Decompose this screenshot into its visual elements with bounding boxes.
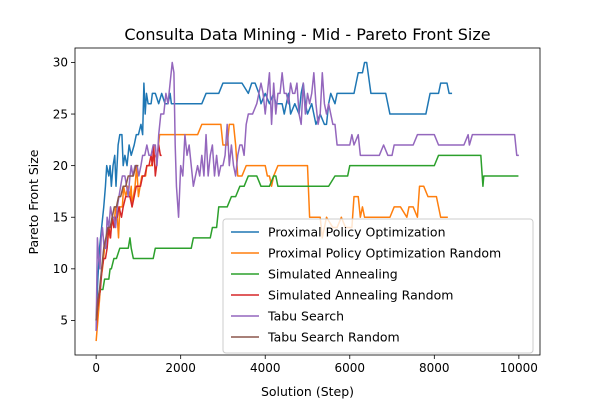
x-tick-label: 0 (92, 361, 100, 375)
series-line-4 (95, 61, 519, 331)
x-tick-label: 4000 (250, 361, 281, 375)
series-line-5 (95, 164, 139, 321)
x-tick-label: 8000 (419, 361, 450, 375)
y-axis-label: Pareto Front Size (26, 149, 41, 254)
y-tick-label: 30 (53, 56, 68, 70)
series-line-2 (95, 154, 519, 321)
legend-label-0: Proximal Policy Optimization (268, 225, 446, 240)
series-line-0 (95, 61, 453, 321)
legend-box (222, 218, 534, 354)
legend-label-5: Tabu Search Random (267, 330, 400, 345)
y-tick-label: 10 (53, 262, 68, 276)
series-line-1 (95, 123, 448, 342)
y-tick-label: 25 (53, 107, 68, 121)
y-tick-label: 20 (53, 159, 68, 173)
legend: Proximal Policy Optimization Proximal Pol… (222, 218, 534, 354)
legend-label-2: Simulated Annealing (268, 267, 398, 282)
plot-area: 0 2000 4000 6000 8000 10000 5 10 15 20 25 30 (53, 47, 541, 375)
legend-label-1: Proximal Policy Optimization Random (268, 246, 501, 261)
series-group (95, 61, 519, 342)
x-tick-label: 6000 (334, 361, 365, 375)
y-tick-label: 5 (60, 314, 68, 328)
chart-title: Consulta Data Mining - Mid - Pareto Fron… (124, 25, 490, 44)
legend-label-4: Tabu Search (267, 309, 344, 324)
legend-label-3: Simulated Annealing Random (268, 288, 453, 303)
x-tick-label: 2000 (165, 361, 196, 375)
y-tick-label: 15 (53, 211, 68, 225)
axes-frame (74, 47, 541, 356)
x-axis-label: Solution (Step) (261, 384, 354, 399)
x-tick-label: 10000 (500, 361, 538, 375)
